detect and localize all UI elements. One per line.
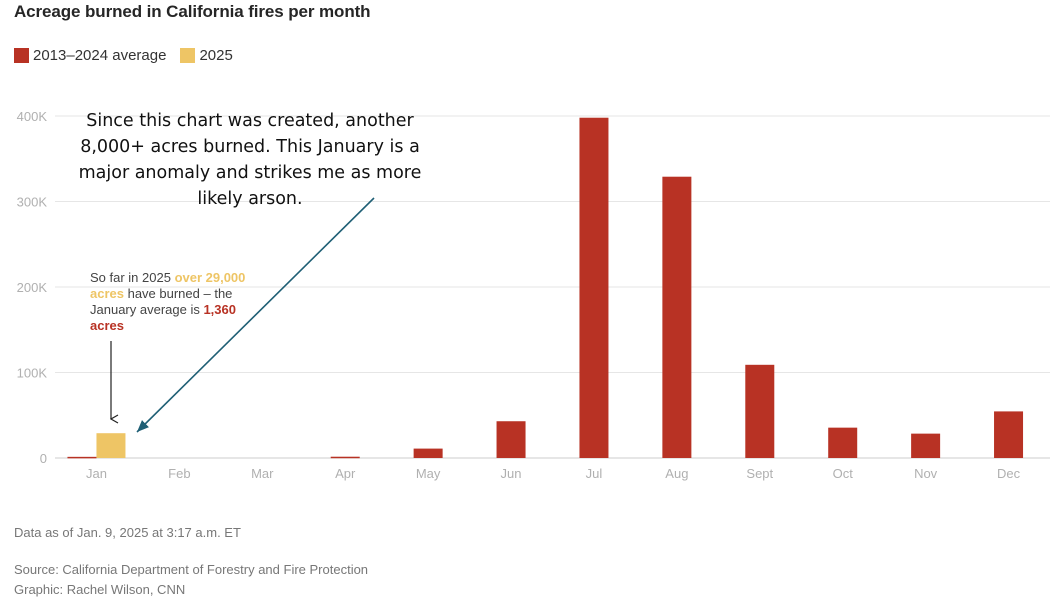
x-tick-label: Sept [746, 466, 773, 481]
x-tick-label: Feb [168, 466, 190, 481]
bar-average-nov [911, 433, 941, 458]
legend-item-2025: 2025 [180, 47, 233, 64]
bar-average-dec [994, 411, 1024, 458]
gridlines: 0 100K 200K 300K 400K [17, 109, 1050, 466]
data-date-note: Data as of Jan. 9, 2025 at 3:17 a.m. ET [14, 525, 241, 540]
x-tick-label: Aug [665, 466, 688, 481]
y-tick-label: 400K [17, 109, 48, 124]
x-tick-label: Mar [251, 466, 274, 481]
legend-swatch-average [14, 48, 29, 63]
bar-2025-jan [96, 433, 126, 458]
x-tick-label: Oct [833, 466, 854, 481]
chart-title: Acreage burned in California fires per m… [14, 2, 371, 21]
y-tick-label: 0 [40, 451, 47, 466]
source-credit: Source: California Department of Forestr… [14, 562, 369, 577]
bar-average-sept [745, 364, 775, 458]
annotation-part-2: have burned – the January average is [90, 286, 233, 317]
x-tick-label: Dec [997, 466, 1021, 481]
x-axis-labels: Jan Feb Mar Apr May Jun Jul Aug Sept Oct Nov Dec [86, 466, 1021, 481]
callout-arrow [136, 197, 375, 433]
annotation-text: So far in 2025 over 29,000 acres have bu… [90, 270, 270, 334]
legend-label-average: 2013–2024 average [33, 47, 167, 64]
y-tick-label: 300K [17, 195, 48, 210]
bars [67, 117, 1024, 459]
bar-average-oct [828, 427, 858, 458]
annotation-part-1: So far in 2025 [90, 270, 175, 285]
legend-item-average: 2013–2024 average [14, 47, 166, 64]
legend-label-2025: 2025 [199, 47, 233, 64]
bar-average-may [413, 448, 443, 458]
callout-text: Since this chart was created, another 8,… [78, 111, 422, 209]
bar-average-jan [67, 456, 97, 459]
y-tick-label: 100K [17, 366, 48, 381]
y-tick-label: 200K [17, 280, 48, 295]
x-tick-label: Nov [914, 466, 938, 481]
bar-average-apr [330, 456, 360, 459]
x-tick-label: Jan [86, 466, 107, 481]
x-tick-label: Apr [335, 466, 356, 481]
x-tick-label: Jul [586, 466, 603, 481]
annotation-highlight-2025: over 29,000 acres [90, 270, 246, 301]
graphic-credit: Graphic: Rachel Wilson, CNN [14, 582, 186, 597]
bar-average-jun [496, 421, 526, 458]
x-tick-label: Jun [501, 466, 522, 481]
annotation-highlight-average: 1,360 acres [90, 302, 236, 333]
legend-swatch-2025 [180, 48, 196, 63]
legend: 2013–2024 average 2025 [14, 47, 247, 64]
bar-average-aug [662, 176, 692, 458]
bar-average-jul [579, 117, 609, 459]
x-tick-label: May [416, 466, 441, 481]
